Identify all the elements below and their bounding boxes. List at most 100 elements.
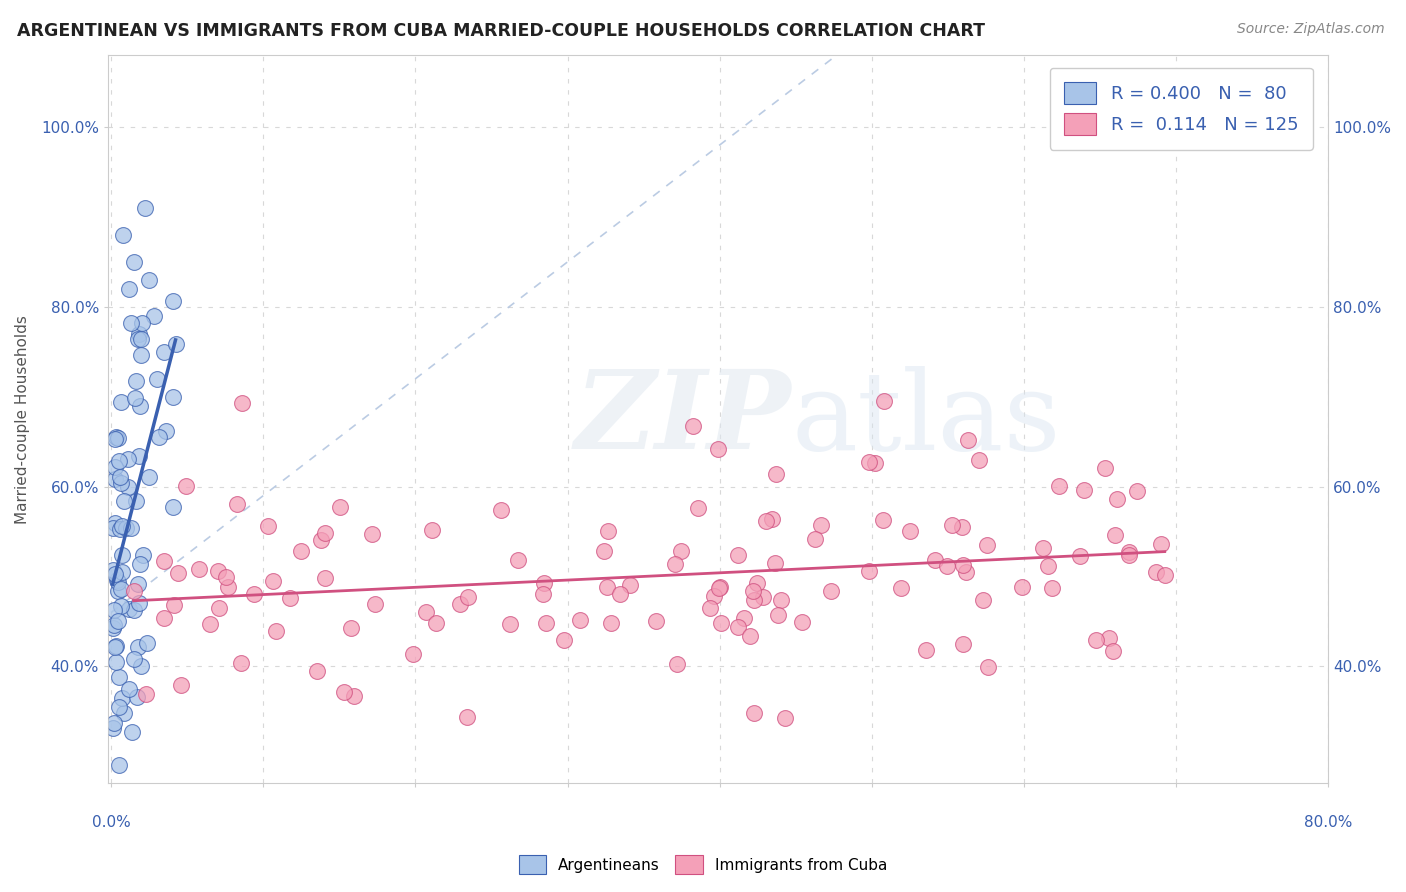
Point — [118, 282, 141, 296]
Point — [153, 554, 176, 568]
Point — [138, 273, 160, 287]
Point — [727, 620, 749, 634]
Point — [858, 455, 880, 469]
Point — [1069, 549, 1091, 563]
Point — [129, 658, 152, 673]
Point — [761, 512, 783, 526]
Point — [117, 451, 139, 466]
Point — [103, 603, 125, 617]
Point — [763, 556, 786, 570]
Text: Source: ZipAtlas.com: Source: ZipAtlas.com — [1237, 22, 1385, 37]
Point — [125, 374, 148, 388]
Point — [727, 548, 749, 562]
Point — [110, 475, 132, 490]
Point — [872, 513, 894, 527]
Point — [165, 337, 187, 351]
Point — [967, 453, 990, 467]
Point — [769, 593, 792, 607]
Point — [129, 399, 152, 413]
Point — [1011, 581, 1033, 595]
Point — [709, 580, 731, 594]
Point — [1073, 483, 1095, 498]
Point — [108, 758, 131, 772]
Point — [108, 453, 131, 467]
Point — [111, 565, 134, 579]
Point — [127, 576, 149, 591]
Point — [262, 574, 284, 588]
Point — [115, 521, 138, 535]
Point — [280, 591, 302, 606]
Point — [122, 583, 145, 598]
Point — [101, 721, 124, 735]
Point — [198, 616, 221, 631]
Point — [207, 564, 229, 578]
Point — [129, 348, 152, 362]
Point — [162, 390, 184, 404]
Point — [107, 575, 129, 590]
Point — [898, 524, 921, 538]
Point — [1118, 545, 1140, 559]
Point — [153, 611, 176, 625]
Point — [745, 575, 768, 590]
Point — [972, 593, 994, 607]
Point — [108, 469, 131, 483]
Point — [952, 558, 974, 572]
Point — [101, 521, 124, 535]
Point — [208, 601, 231, 615]
Legend: Argentineans, Immigrants from Cuba: Argentineans, Immigrants from Cuba — [512, 849, 894, 880]
Point — [328, 500, 350, 515]
Point — [215, 570, 238, 584]
Point — [1149, 537, 1171, 551]
Point — [124, 391, 146, 405]
Point — [976, 538, 998, 552]
Point — [568, 613, 591, 627]
Point — [914, 643, 936, 657]
Text: 0.0%: 0.0% — [91, 814, 131, 830]
Point — [148, 430, 170, 444]
Point — [129, 558, 152, 572]
Point — [956, 433, 979, 447]
Point — [924, 553, 946, 567]
Point — [425, 616, 447, 631]
Point — [120, 521, 142, 535]
Point — [132, 549, 155, 563]
Point — [104, 430, 127, 444]
Point — [1038, 558, 1060, 573]
Point — [775, 711, 797, 725]
Point — [110, 599, 132, 614]
Point — [117, 480, 139, 494]
Point — [231, 396, 253, 410]
Point — [593, 544, 616, 558]
Point — [110, 394, 132, 409]
Point — [103, 716, 125, 731]
Point — [124, 602, 146, 616]
Point — [1104, 528, 1126, 542]
Point — [1153, 568, 1175, 582]
Point — [699, 601, 721, 615]
Point — [531, 587, 554, 601]
Y-axis label: Married-couple Households: Married-couple Households — [15, 315, 30, 524]
Point — [343, 689, 366, 703]
Point — [217, 580, 239, 594]
Point — [666, 657, 689, 672]
Point — [766, 608, 789, 623]
Legend: R = 0.400   N =  80, R =  0.114   N = 125: R = 0.400 N = 80, R = 0.114 N = 125 — [1049, 68, 1313, 150]
Point — [128, 450, 150, 464]
Point — [506, 553, 529, 567]
Point — [187, 562, 209, 576]
Point — [111, 691, 134, 706]
Point — [703, 590, 725, 604]
Text: atlas: atlas — [792, 366, 1062, 473]
Point — [741, 584, 763, 599]
Point — [596, 580, 619, 594]
Point — [104, 516, 127, 530]
Point — [1094, 461, 1116, 475]
Point — [457, 590, 479, 604]
Point — [364, 598, 387, 612]
Point — [163, 598, 186, 612]
Point — [305, 664, 328, 678]
Point — [499, 616, 522, 631]
Point — [225, 498, 247, 512]
Point — [491, 503, 513, 517]
Point — [105, 639, 128, 653]
